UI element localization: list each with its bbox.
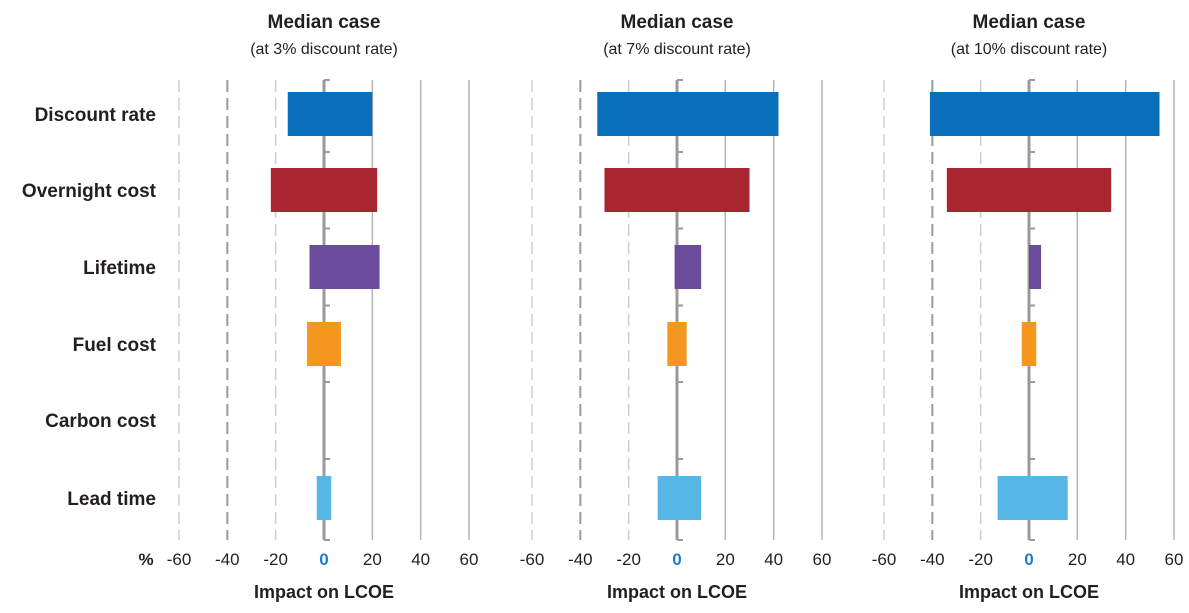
x-axis-label: Impact on LCOE [254, 582, 394, 602]
tick-label: -20 [616, 550, 641, 569]
panel-subtitle: (at 10% discount rate) [951, 41, 1108, 58]
bar-lifetime [309, 245, 380, 289]
tick-label: 60 [813, 550, 832, 569]
tick-label: -40 [215, 550, 240, 569]
tick-label: 0 [1024, 550, 1033, 569]
category-label: Lifetime [83, 258, 156, 279]
panel-subtitle: (at 3% discount rate) [250, 41, 398, 58]
bar-overnight-cost [604, 168, 750, 212]
bar-lead-time [997, 476, 1068, 520]
bar-discount-rate [929, 92, 1160, 136]
tick-label: -20 [968, 550, 993, 569]
category-label: Lead time [67, 489, 156, 510]
tick-label: -40 [568, 550, 593, 569]
bar-discount-rate [597, 92, 779, 136]
bar-lead-time [657, 476, 702, 520]
tick-label: 60 [1165, 550, 1184, 569]
category-label: Carbon cost [45, 411, 157, 432]
panel-title: Median case [621, 12, 734, 33]
bar-overnight-cost [270, 168, 378, 212]
tick-label: -20 [263, 550, 288, 569]
tick-label: 0 [672, 550, 681, 569]
category-label: Overnight cost [22, 181, 157, 202]
tick-label: 40 [1116, 550, 1135, 569]
unit-label: % [138, 550, 153, 569]
bar-lifetime [674, 245, 702, 289]
tick-label: -60 [167, 550, 192, 569]
bar-fuel-cost [307, 322, 341, 366]
bar-fuel-cost [667, 322, 687, 366]
tick-label: 40 [764, 550, 783, 569]
tick-label: 20 [363, 550, 382, 569]
tick-label: -60 [520, 550, 545, 569]
tick-label: 20 [716, 550, 735, 569]
category-label: Discount rate [35, 105, 156, 126]
tick-label: 0 [319, 550, 328, 569]
bar-discount-rate [287, 92, 373, 136]
panel-subtitle: (at 7% discount rate) [603, 41, 751, 58]
panel-title: Median case [973, 12, 1086, 33]
bar-lead-time [316, 476, 332, 520]
category-label: Fuel cost [73, 335, 157, 356]
tick-label: 40 [411, 550, 430, 569]
tick-label: 60 [460, 550, 479, 569]
bar-overnight-cost [946, 168, 1112, 212]
x-axis-label: Impact on LCOE [959, 582, 1099, 602]
x-axis-label: Impact on LCOE [607, 582, 747, 602]
tick-label: -40 [920, 550, 945, 569]
tick-label: 20 [1068, 550, 1087, 569]
tick-label: -60 [872, 550, 897, 569]
bar-lifetime [1029, 245, 1042, 289]
panel-title: Median case [268, 12, 381, 33]
bar-fuel-cost [1021, 322, 1037, 366]
